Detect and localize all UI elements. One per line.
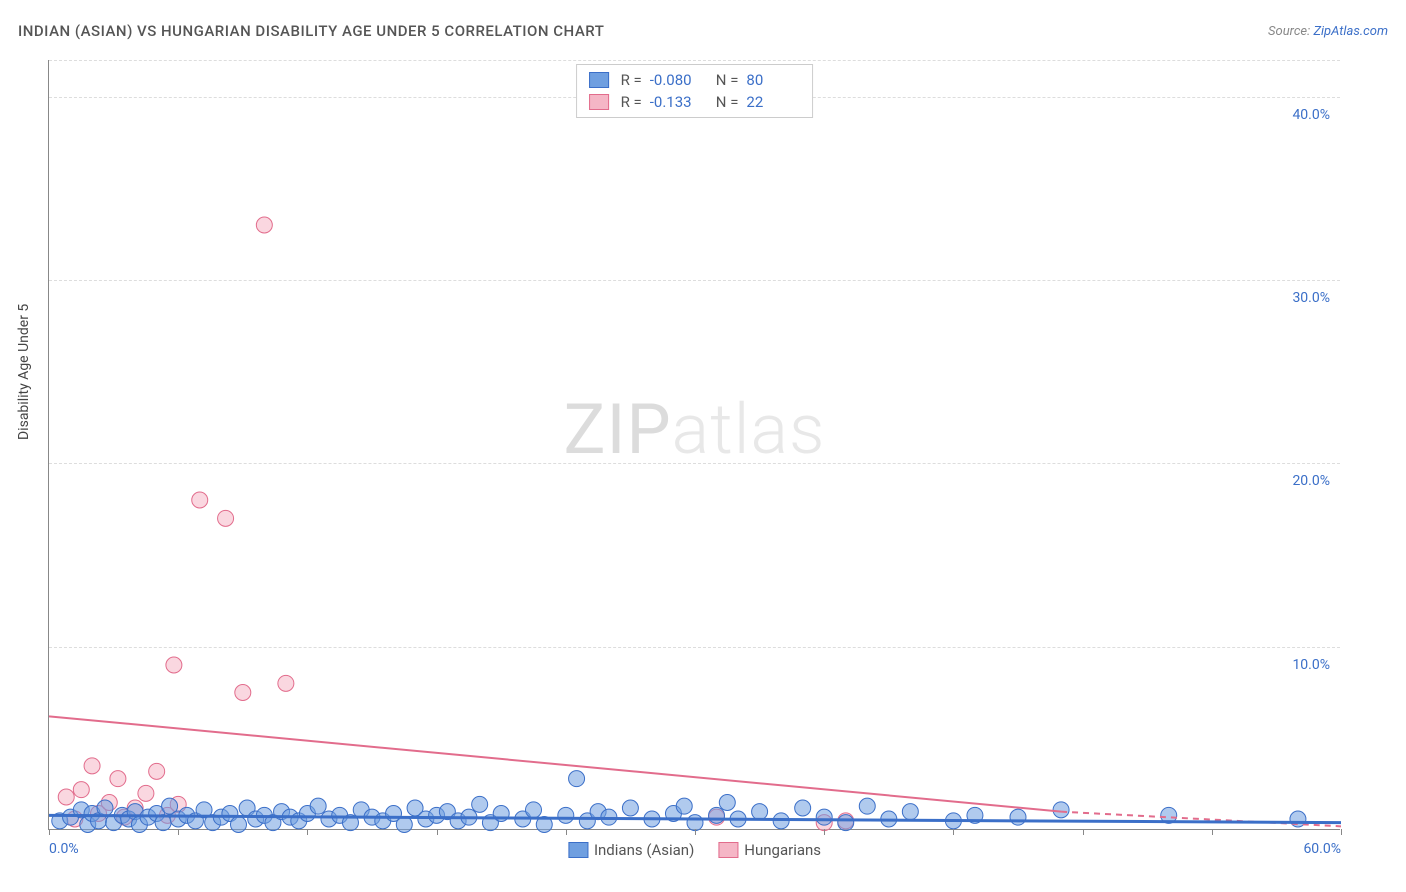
n-value-indians: 80 bbox=[746, 71, 800, 89]
y-tick-label: 30.0% bbox=[1292, 290, 1330, 306]
data-point-hungarians bbox=[84, 758, 100, 774]
chart-header: INDIAN (ASIAN) VS HUNGARIAN DISABILITY A… bbox=[18, 22, 1388, 40]
data-point-indians bbox=[816, 809, 832, 825]
swatch-indians bbox=[589, 72, 609, 88]
x-tick-mark bbox=[307, 829, 308, 835]
data-point-indians bbox=[97, 800, 113, 816]
data-point-hungarians bbox=[138, 785, 154, 801]
swatch-hungarians bbox=[589, 94, 609, 110]
correlation-row-indians: R = -0.080 N = 80 bbox=[589, 69, 801, 91]
x-tick-mark bbox=[1212, 829, 1213, 835]
plot-svg bbox=[49, 60, 1340, 829]
x-tick-mark bbox=[1341, 829, 1342, 835]
r-value-indians: -0.080 bbox=[650, 71, 704, 89]
data-point-indians bbox=[859, 798, 875, 814]
x-tick-mark bbox=[49, 829, 50, 835]
x-tick-mark bbox=[566, 829, 567, 835]
source-prefix: Source: bbox=[1268, 24, 1313, 39]
data-point-indians bbox=[472, 796, 488, 812]
y-tick-label: 10.0% bbox=[1292, 657, 1330, 673]
n-label: N = bbox=[716, 71, 739, 89]
x-tick-mark bbox=[953, 829, 954, 835]
r-label: R = bbox=[621, 71, 642, 89]
data-point-indians bbox=[569, 771, 585, 787]
y-tick-label: 40.0% bbox=[1292, 107, 1330, 123]
x-tick-mark bbox=[824, 829, 825, 835]
swatch-indians bbox=[568, 842, 588, 858]
y-tick-label: 20.0% bbox=[1292, 473, 1330, 489]
data-point-indians bbox=[1010, 809, 1026, 825]
data-point-indians bbox=[676, 798, 692, 814]
source-credit: Source: ZipAtlas.com bbox=[1268, 24, 1388, 39]
x-tick-mark bbox=[695, 829, 696, 835]
legend-item-hungarians: Hungarians bbox=[718, 841, 821, 859]
x-tick-label: 0.0% bbox=[49, 841, 79, 857]
chart-title: INDIAN (ASIAN) VS HUNGARIAN DISABILITY A… bbox=[18, 22, 604, 40]
legend-label-indians: Indians (Asian) bbox=[594, 841, 694, 859]
data-point-hungarians bbox=[278, 675, 294, 691]
data-point-indians bbox=[526, 802, 542, 818]
x-tick-mark bbox=[1083, 829, 1084, 835]
data-point-hungarians bbox=[166, 657, 182, 673]
data-point-hungarians bbox=[73, 782, 89, 798]
chart-plot-area: ZIPatlas R = -0.080 N = 80 R = -0.133 N … bbox=[48, 60, 1340, 830]
y-axis-label: Disability Age Under 5 bbox=[16, 304, 32, 440]
trend-line bbox=[49, 716, 1061, 811]
correlation-legend: R = -0.080 N = 80 R = -0.133 N = 22 bbox=[576, 64, 814, 118]
data-point-hungarians bbox=[149, 763, 165, 779]
data-point-hungarians bbox=[110, 771, 126, 787]
data-point-indians bbox=[719, 795, 735, 811]
swatch-hungarians bbox=[718, 842, 738, 858]
data-point-hungarians bbox=[235, 685, 251, 701]
legend-label-hungarians: Hungarians bbox=[744, 841, 821, 859]
n-value-hungarians: 22 bbox=[746, 93, 800, 111]
data-point-indians bbox=[1053, 802, 1069, 818]
data-point-indians bbox=[310, 798, 326, 814]
data-point-indians bbox=[795, 800, 811, 816]
data-point-indians bbox=[230, 817, 246, 833]
gridline bbox=[49, 60, 1340, 61]
data-point-indians bbox=[558, 807, 574, 823]
data-point-hungarians bbox=[218, 510, 234, 526]
legend-item-indians: Indians (Asian) bbox=[568, 841, 694, 859]
series-legend: Indians (Asian) Hungarians bbox=[568, 841, 821, 859]
data-point-indians bbox=[752, 804, 768, 820]
data-point-indians bbox=[396, 817, 412, 833]
x-tick-mark bbox=[437, 829, 438, 835]
data-point-hungarians bbox=[256, 217, 272, 233]
x-tick-label: 60.0% bbox=[1303, 841, 1341, 857]
r-label: R = bbox=[621, 93, 642, 111]
correlation-row-hungarians: R = -0.133 N = 22 bbox=[589, 91, 801, 113]
n-label: N = bbox=[716, 93, 739, 111]
data-point-indians bbox=[838, 815, 854, 831]
r-value-hungarians: -0.133 bbox=[650, 93, 704, 111]
data-point-indians bbox=[709, 807, 725, 823]
gridline bbox=[49, 647, 1340, 648]
x-tick-mark bbox=[178, 829, 179, 835]
data-point-indians bbox=[622, 800, 638, 816]
data-point-hungarians bbox=[58, 789, 74, 805]
data-point-indians bbox=[902, 804, 918, 820]
data-point-hungarians bbox=[192, 492, 208, 508]
gridline bbox=[49, 280, 1340, 281]
gridline bbox=[49, 463, 1340, 464]
source-link[interactable]: ZipAtlas.com bbox=[1313, 24, 1388, 39]
